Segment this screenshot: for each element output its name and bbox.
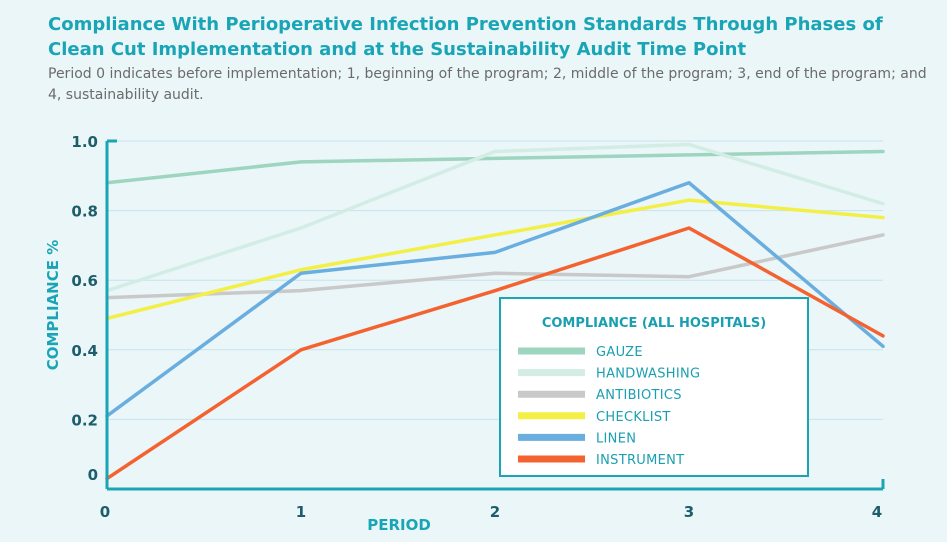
legend-label-checklist: CHECKLIST <box>596 410 671 425</box>
x-tick-label-2: 2 <box>490 503 500 521</box>
legend-box <box>499 297 809 477</box>
x-tick-label-3: 3 <box>684 503 694 521</box>
chart-title: Compliance With Perioperative Infection … <box>48 14 883 60</box>
y-tick-labels: 0 0.2 0.4 0.6 0.8 1.0 <box>71 133 98 484</box>
y-tick-label-4: 0.8 <box>71 203 98 221</box>
series-line-instrument <box>105 226 885 481</box>
y-tick-label-1: 0.2 <box>71 411 98 429</box>
legend: COMPLIANCE (ALL HOSPITALS) GAUZE HANDWASH… <box>499 297 809 477</box>
x-axis-title: PERIOD <box>367 516 431 534</box>
x-tick-label-0: 0 <box>100 503 110 521</box>
series-lines <box>105 142 885 481</box>
series-line-linen <box>105 181 885 418</box>
chart-subtitle: Period 0 indicates before implementation… <box>48 66 927 103</box>
legend-label-linen: LINEN <box>596 431 636 446</box>
x-tick-label-4: 4 <box>872 503 882 521</box>
series-line-gauze <box>105 149 885 185</box>
y-axis-title: COMPLIANCE % <box>44 240 62 371</box>
y-tick-label-3: 0.6 <box>71 272 98 290</box>
legend-label-gauze: GAUZE <box>596 345 643 360</box>
legend-title: COMPLIANCE (ALL HOSPITALS) <box>542 316 766 331</box>
x-tick-label-1: 1 <box>296 503 306 521</box>
legend-label-instrument: INSTRUMENT <box>596 453 684 468</box>
y-tick-label-5: 1.0 <box>71 133 98 151</box>
axes <box>105 139 885 491</box>
y-tick-label-0: 0 <box>88 466 98 484</box>
legend-label-antibiotics: ANTIBIOTICS <box>596 388 682 403</box>
series-line-handwashing <box>105 142 885 293</box>
legend-items: GAUZE HANDWASHING ANTIBIOTICS CHECKLIST LINE… <box>518 345 700 468</box>
x-tick-labels: 0 1 2 3 4 <box>100 503 882 521</box>
legend-label-handwashing: HANDWASHING <box>596 367 700 382</box>
y-tick-label-2: 0.4 <box>71 342 98 360</box>
series-line-checklist <box>105 198 885 321</box>
